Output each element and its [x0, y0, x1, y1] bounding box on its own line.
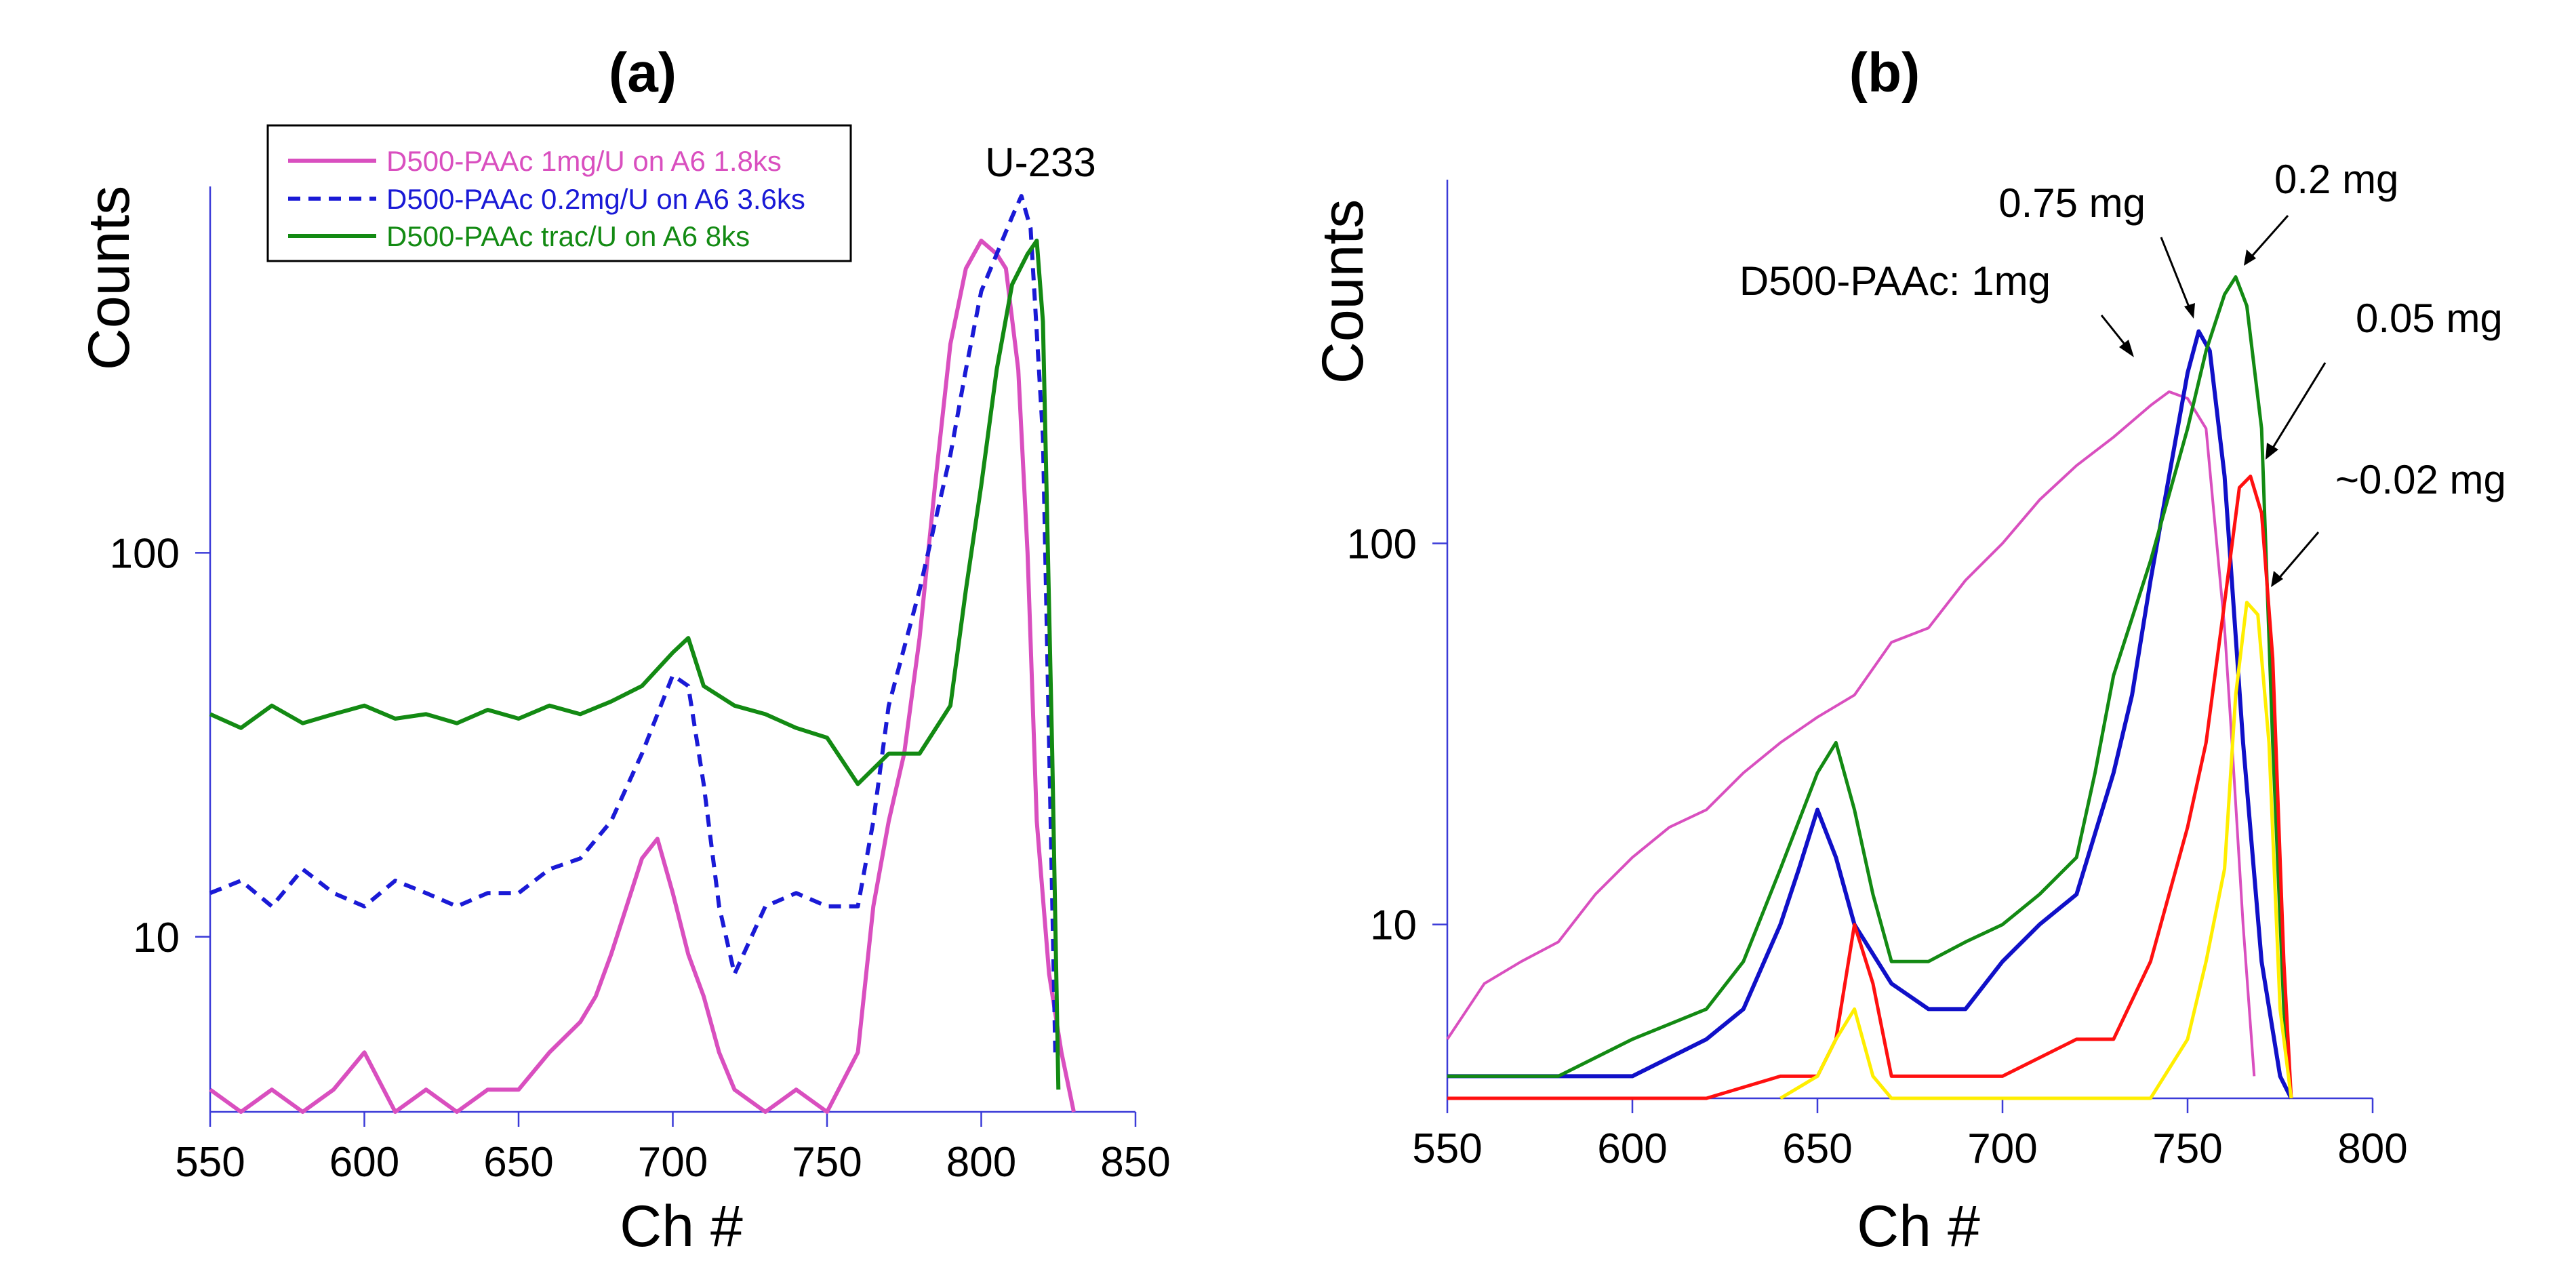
panel-b-series: [1446, 275, 2293, 1100]
x-tick-label: 650: [1782, 1125, 1852, 1172]
series-line-2: [1447, 275, 2293, 1099]
panel-a-label: (a): [609, 42, 677, 104]
x-tick-label: 600: [1597, 1125, 1667, 1172]
annot-0.05mg: 0.05 mg: [2356, 296, 2503, 341]
x-tick-label: 700: [638, 1139, 708, 1186]
x-tick-label: 650: [483, 1139, 553, 1186]
y-tick-label: 100: [1347, 521, 1417, 567]
panel-a: (a) Counts Ch # 550 600 650 700 750 800 850 10 1…: [77, 42, 1171, 1259]
x-tick-label: 750: [792, 1139, 862, 1186]
y-tick-label: 10: [133, 915, 180, 961]
panel-a-axes: 550 600 650 700 750 800 850 10 100: [110, 186, 1171, 1186]
x-tick-label: 850: [1100, 1139, 1170, 1186]
legend-entry-trac: D500-PAAc trac/U on A6 8ks: [386, 220, 750, 252]
y-tick-label: 100: [110, 530, 180, 577]
panel-b-annotations: D500-PAAc: 1mg 0.75 mg 0.2 mg 0.05 mg ~0…: [1739, 157, 2506, 587]
annot-1mg: D500-PAAc: 1mg: [1739, 258, 2051, 304]
series-line-2: [209, 239, 1061, 1090]
legend-entry-1mg: D500-PAAc 1mg/U on A6 1.8ks: [386, 145, 782, 177]
panel-a-ylabel: Counts: [77, 186, 142, 371]
annot-0.75mg: 0.75 mg: [1998, 180, 2146, 226]
y-tick-label: 10: [1370, 902, 1417, 949]
x-tick-label: 600: [329, 1139, 399, 1186]
panel-a-annotations: U-233: [985, 140, 1095, 185]
annot-0.2mg: 0.2 mg: [2274, 157, 2398, 202]
x-tick-label: 550: [175, 1139, 245, 1186]
annot-0.02mg: ~0.02 mg: [2335, 457, 2506, 502]
x-tick-label: 550: [1412, 1125, 1482, 1172]
panel-a-xlabel: Ch #: [620, 1194, 743, 1259]
x-tick-label: 700: [1967, 1125, 2037, 1172]
panel-a-series: [209, 194, 1076, 1114]
x-tick-label: 750: [2152, 1125, 2222, 1172]
panel-a-legend: D500-PAAc 1mg/U on A6 1.8ks D500-PAAc 0.…: [266, 124, 852, 262]
series-line-0: [1446, 390, 2256, 1077]
series-line-1: [209, 194, 1058, 1053]
legend-entry-0.2mg: D500-PAAc 0.2mg/U on A6 3.6ks: [386, 183, 805, 215]
x-tick-label: 800: [946, 1139, 1016, 1186]
x-tick-label: 800: [2337, 1125, 2407, 1172]
u233-label: U-233: [985, 140, 1095, 185]
series-line-4: [1779, 601, 2293, 1100]
series-line-1: [1447, 329, 2293, 1100]
series-line-3: [1447, 475, 2293, 1100]
panel-b: (b) Counts Ch # 550 600 650 700 750 80010100 …: [1310, 42, 2506, 1259]
panel-b-label: (b): [1849, 42, 1920, 104]
panel-b-xlabel: Ch #: [1857, 1194, 1980, 1259]
series-line-0: [209, 239, 1076, 1114]
panel-b-ylabel: Counts: [1310, 199, 1375, 384]
